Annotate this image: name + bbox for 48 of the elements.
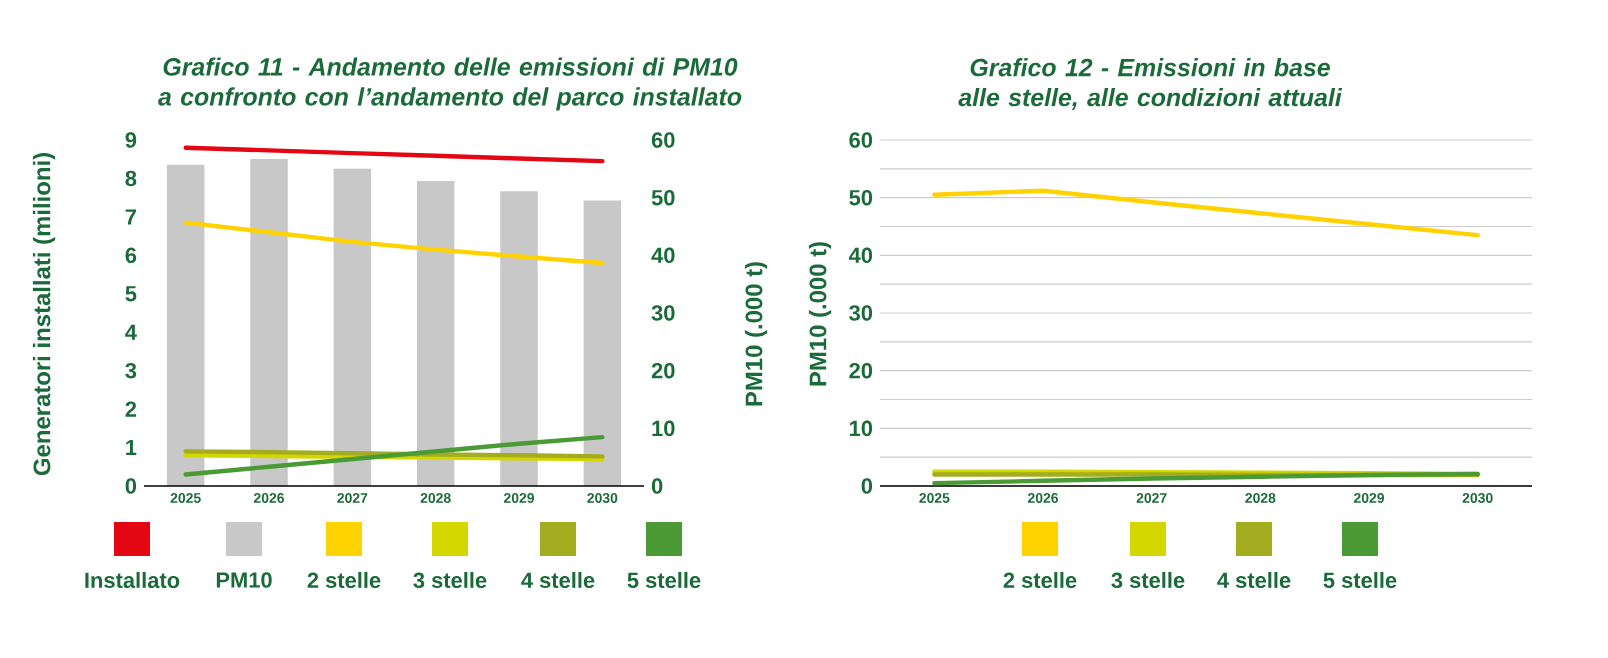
y-tick-label: 0 — [861, 478, 873, 494]
bar — [500, 191, 538, 486]
legend-label: Installato — [85, 571, 180, 589]
y-tick-label: 50 — [849, 189, 873, 206]
y-tick-label: 0 — [125, 478, 137, 494]
bar — [583, 200, 622, 486]
y-tick-label: 1 — [126, 440, 137, 456]
y-tick-label: 2 — [125, 401, 137, 417]
bar — [166, 164, 205, 486]
y-tick-label: 8 — [125, 170, 137, 187]
chart-title: Grafico 12 - Emissioni in base alle stelle, alle condizioni attuali — [958, 58, 1343, 110]
y-axis-title: PM10 (.000 t) — [808, 242, 832, 386]
bar — [333, 168, 372, 486]
legend-label: 3 stelle — [413, 571, 487, 589]
y2-axis-title: PM10 (.000 t) — [744, 262, 768, 406]
y-axis-title: Generatori installati (milioni) — [32, 153, 56, 476]
legend-label: 3 stelle — [1111, 571, 1185, 589]
y-tick-label: 30 — [849, 305, 873, 321]
y2-tick-label: 0 — [651, 478, 663, 494]
y2-tick-label: 60 — [651, 132, 675, 148]
y-tick-label: 10 — [849, 420, 873, 437]
y-tick-label: 7 — [125, 209, 136, 225]
legend-label: 5 stelle — [627, 571, 701, 589]
legend-label: 4 stelle — [521, 571, 595, 589]
legend-label: 5 stelle — [1323, 571, 1397, 589]
bar — [250, 159, 288, 486]
y-tick-label: 3 — [125, 362, 137, 379]
bar — [416, 180, 455, 486]
y-tick-label: 5 — [125, 286, 137, 302]
y2-tick-label: 20 — [651, 362, 675, 379]
line-series — [932, 188, 1480, 238]
chart-title: Grafico 11 - Andamento delle emissioni di PM10 a confronto con l’andamento del parco installato — [158, 57, 742, 111]
y2-tick-label: 30 — [651, 305, 675, 321]
y2-tick-label: 10 — [652, 420, 675, 437]
y-tick-label: 9 — [125, 132, 137, 148]
line-series — [183, 145, 605, 164]
legend-label: 2 stelle — [307, 571, 381, 589]
legend-label: 4 stelle — [1217, 571, 1291, 589]
y-tick-label: 4 — [125, 324, 137, 340]
legend-label: PM10 — [216, 572, 272, 588]
y2-tick-label: 40 — [651, 247, 675, 264]
y-tick-label: 40 — [848, 247, 873, 264]
y2-tick-label: 50 — [651, 189, 675, 206]
y-tick-label: 60 — [849, 132, 873, 148]
y-tick-label: 6 — [125, 247, 137, 264]
legend-label: 2 stelle — [1003, 571, 1077, 589]
line-series — [183, 220, 605, 266]
y-tick-label: 20 — [849, 362, 873, 379]
